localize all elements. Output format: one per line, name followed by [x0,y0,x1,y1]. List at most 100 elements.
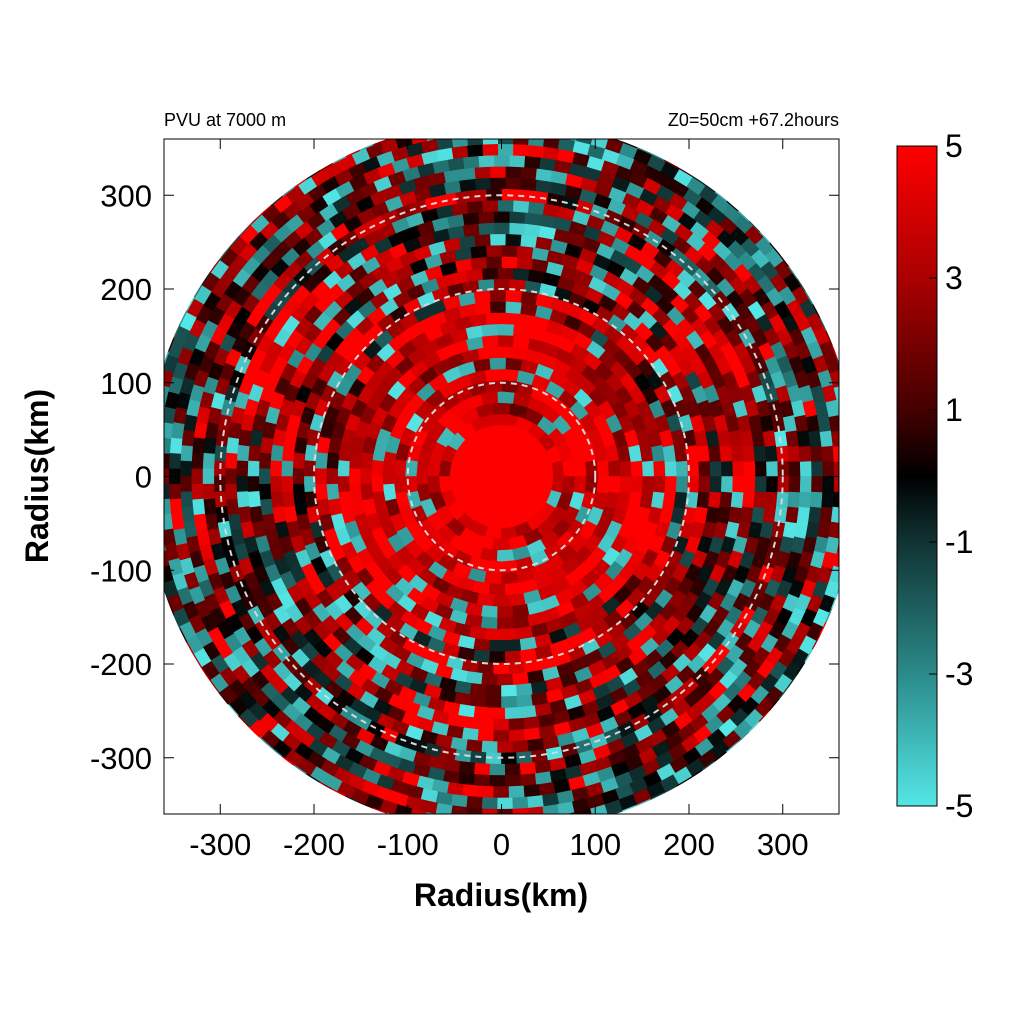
field-cell [830,429,839,447]
field-cell [269,460,283,477]
field-cell [497,808,514,814]
reference-circle-200 [313,288,690,665]
field-cell [675,476,689,493]
field-cell [316,795,337,814]
reference-circle-100 [406,381,597,572]
field-cell [554,103,571,117]
field-cell [450,805,469,814]
field-cell [837,326,839,346]
field-cell [516,245,534,259]
field-cell [696,444,711,462]
field-cell [743,460,756,477]
field-cell [489,639,506,653]
field-cell [270,491,284,509]
field-cell [488,583,507,596]
field-cell [575,808,594,814]
field-cell [477,222,495,236]
field-cell [594,123,612,138]
colorbar-label: -1 [945,524,973,560]
field-cell [473,301,491,315]
field-cell [220,211,241,232]
field-cell [502,121,518,133]
field-cell [523,223,541,237]
field-cell [520,110,536,122]
field-cell [440,124,457,138]
field-cell [481,740,499,754]
field-cell [539,101,556,114]
field-cell [857,461,869,477]
field-cell [492,594,511,607]
field-cell [853,370,868,388]
field-cell [475,110,491,122]
field-cell [854,430,867,446]
field-cell [573,458,588,477]
field-cell [519,705,538,719]
field-cell [314,483,328,501]
field-cell [473,649,491,664]
field-cell [489,165,506,178]
field-cell [481,267,499,280]
field-cell [520,830,536,842]
field-cell [458,167,476,181]
field-cell [562,476,576,495]
field-cell [729,753,750,773]
field-cell [508,717,526,731]
field-cell [833,384,839,403]
field-cell [433,103,450,117]
field-cell [504,582,523,596]
field-cell [420,799,439,814]
field-cell [127,521,140,538]
field-cell [798,491,812,508]
field-cell [865,430,878,446]
field-cell [489,775,506,788]
field-cell [505,110,521,122]
field-cell [619,459,633,477]
field-cell [519,177,537,191]
y-tick-label: -300 [90,741,152,776]
field-cell [801,258,820,279]
field-cell [480,616,499,630]
field-cell [762,721,783,742]
colorbar-ticks [929,145,937,807]
field-cell [821,491,835,508]
field-cell [497,334,514,348]
field-cell [732,460,745,477]
field-cell [175,661,194,682]
field-cell [766,476,779,493]
reference-circles [219,194,784,759]
field-cell [519,234,538,248]
field-cell [448,101,465,114]
field-cell [270,444,284,462]
field-cell [653,803,673,814]
field-cell [388,112,406,127]
field-cell [348,451,363,470]
field-cell [235,460,249,477]
field-cell [253,753,274,773]
field-cell [741,743,761,763]
colorbar-label: 3 [945,260,963,296]
field-cell [504,289,522,303]
field-cell [705,771,726,791]
field-cell [509,99,525,111]
field-cell [861,400,875,417]
field-cell [766,460,779,477]
field-cell [828,521,839,539]
field-cell [512,139,530,146]
field-cell [754,460,768,477]
field-cell [181,429,195,447]
field-cell [535,112,551,125]
field-cell [337,460,350,477]
field-cell [492,346,511,359]
field-cell [265,171,286,191]
field-cell [831,312,839,332]
field-cell [762,211,783,232]
field-cell [148,507,161,523]
field-cell [849,580,864,598]
field-cell [469,683,487,697]
field-cell [489,300,506,314]
field-cell [508,222,526,236]
field-cell [832,491,839,508]
field-cell [809,661,828,682]
field-cell [535,829,551,842]
field-cell [857,551,871,568]
